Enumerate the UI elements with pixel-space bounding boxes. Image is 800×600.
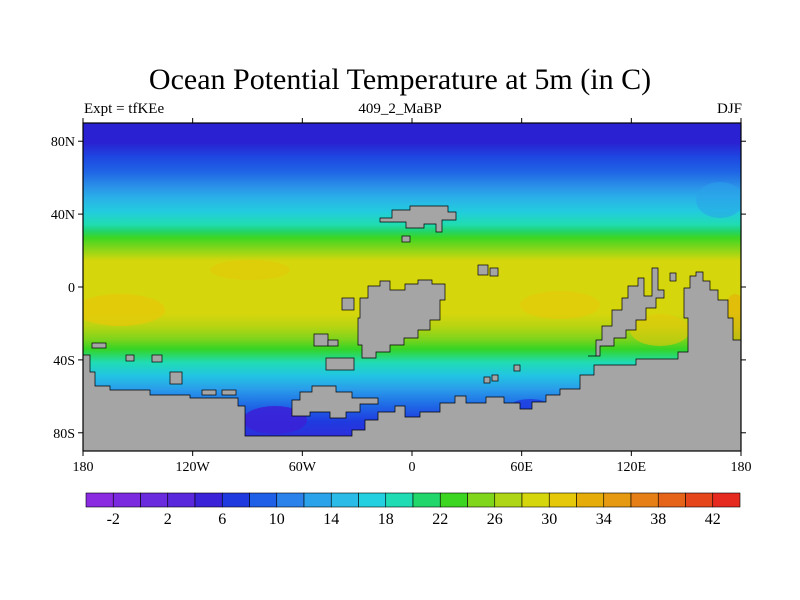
colorbar-bin <box>657 492 686 508</box>
island <box>513 364 521 372</box>
lon-tick-label: 120W <box>176 460 211 475</box>
colorbar-bin <box>167 492 196 508</box>
experiment-label: Expt = tfKEe <box>84 101 165 117</box>
colorbar-bin <box>412 492 441 508</box>
island <box>669 272 677 282</box>
island <box>477 264 489 276</box>
island <box>491 374 499 382</box>
colorbar-bin <box>249 492 278 508</box>
lon-tick-label: 60E <box>510 460 533 475</box>
lat-tick-label: 40S <box>53 354 75 369</box>
island <box>151 354 163 363</box>
island <box>201 389 217 396</box>
colorbar-label: 26 <box>487 511 503 528</box>
lon-tick-label: 60W <box>289 460 317 475</box>
colorbar-bin <box>603 492 632 508</box>
colorbar-bin <box>576 492 605 508</box>
colorbar-bin <box>548 492 577 508</box>
colorbar-bin <box>194 492 223 508</box>
colorbar-bin <box>112 492 141 508</box>
lon-tick-label: 180 <box>73 460 94 475</box>
central-landmass <box>357 279 446 359</box>
colorbar-bin <box>303 492 332 508</box>
season-label: DJF <box>716 101 742 117</box>
colorbar-bin <box>521 492 550 508</box>
island <box>91 342 107 349</box>
colorbar-label: 34 <box>596 511 612 528</box>
lon-tick-label: 120E <box>617 460 647 475</box>
northern-landmass <box>379 205 457 233</box>
lat-tick-label: 40N <box>51 208 75 223</box>
lat-tick-label: 80N <box>51 135 75 150</box>
colorbar-label: 18 <box>378 511 394 528</box>
colorbar-bin <box>467 492 496 508</box>
longitude-axis: 180 120W 60W 0 60E 120E 180 <box>73 118 752 475</box>
island <box>341 297 355 311</box>
colorbar-bin <box>712 492 741 508</box>
colorbar-bin <box>385 492 414 508</box>
island <box>327 339 339 347</box>
colorbar-label: 14 <box>323 511 339 528</box>
southern-landmass <box>83 271 741 451</box>
island <box>169 371 183 385</box>
colorbar-bin <box>494 492 523 508</box>
colorbar-bin <box>140 492 169 508</box>
colorbar-label: 22 <box>432 511 448 528</box>
lat-tick-label: 0 <box>68 281 75 296</box>
colorbar-label: 42 <box>705 511 721 528</box>
island <box>401 235 411 243</box>
colorbar-bin <box>330 492 359 508</box>
island <box>483 376 491 384</box>
latitude-axis: 80N 40N 0 40S 80S <box>51 135 746 442</box>
island <box>125 354 135 362</box>
eastern-landmass <box>588 267 665 357</box>
colorbar-label: 30 <box>541 511 557 528</box>
colorbar-bin <box>630 492 659 508</box>
colorbar-bin <box>685 492 714 508</box>
map-title: Ocean Potential Temperature at 5m (in C) <box>148 63 652 96</box>
island <box>313 333 329 347</box>
colorbar-bin <box>276 492 305 508</box>
island <box>489 267 499 277</box>
run-label: 409_2_MaBP <box>358 101 442 117</box>
colorbar-label: 38 <box>650 511 666 528</box>
island <box>221 389 237 396</box>
lon-tick-label: 180 <box>731 460 752 475</box>
colorbar-bin <box>221 492 250 508</box>
colorbar-bin <box>439 492 468 508</box>
colorbar-label: -2 <box>107 511 120 528</box>
colorbar-label: 10 <box>269 511 285 528</box>
colorbar: -2 2 6 10 14 18 22 26 30 34 38 42 <box>85 492 741 528</box>
colorbar-label: 2 <box>164 511 172 528</box>
land-masses <box>83 205 741 451</box>
lat-tick-label: 80S <box>53 427 75 442</box>
island <box>325 357 355 371</box>
colorbar-bin <box>85 492 114 508</box>
southern-island <box>291 385 379 419</box>
colorbar-label: 6 <box>218 511 226 528</box>
colorbar-bin <box>358 492 387 508</box>
lon-tick-label: 0 <box>409 460 416 475</box>
